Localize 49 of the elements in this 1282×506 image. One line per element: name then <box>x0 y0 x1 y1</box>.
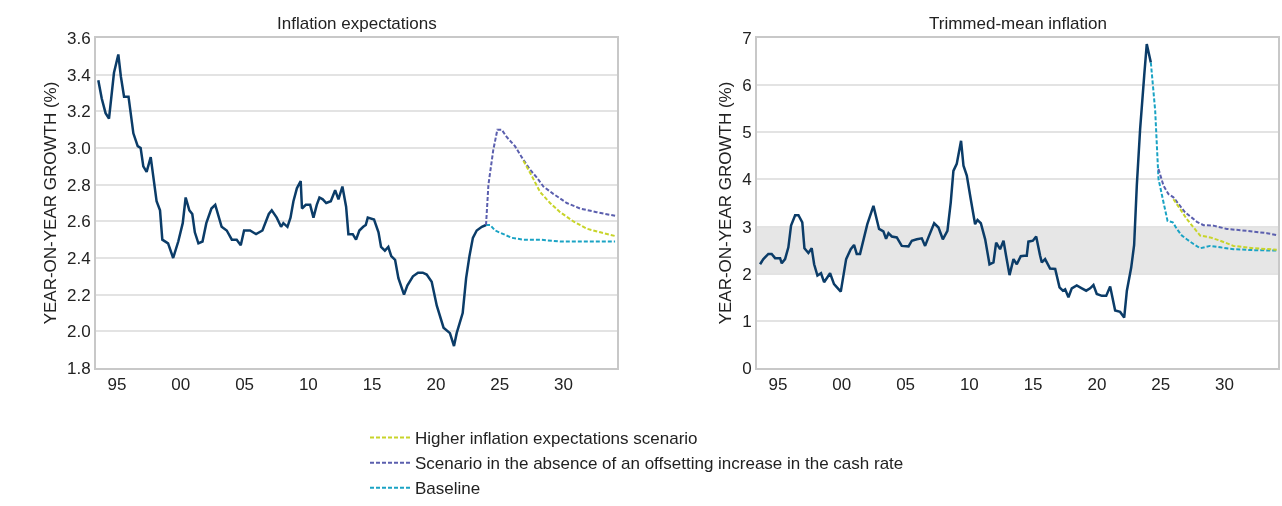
y-tick-label: 1.8 <box>66 358 91 378</box>
y-tick-label: 2.0 <box>66 322 91 342</box>
y-tick-label: 2.2 <box>66 285 91 305</box>
y-tick-label: 2.6 <box>66 212 91 232</box>
x-tick-label: 10 <box>959 375 979 395</box>
y-axis-title: YEAR-ON-YEAR GROWTH (%) <box>41 81 61 325</box>
y-tick-label: 4 <box>742 170 752 190</box>
x-tick-label: 15 <box>1023 375 1043 395</box>
legend-label: Higher inflation expectations scenario <box>415 429 698 449</box>
y-tick-label: 6 <box>742 76 752 96</box>
x-tick-label: 20 <box>1087 375 1107 395</box>
x-tick-label: 30 <box>1214 375 1234 395</box>
x-tick-label: 00 <box>171 375 191 395</box>
x-tick-label: 00 <box>832 375 852 395</box>
y-tick-label: 2 <box>742 264 752 284</box>
y-tick-label: 2.4 <box>66 248 91 268</box>
x-tick-label: 20 <box>426 375 446 395</box>
y-axis-title: YEAR-ON-YEAR GROWTH (%) <box>716 81 736 325</box>
line-series <box>485 224 617 243</box>
x-tick-label: 05 <box>235 375 255 395</box>
x-tick-label: 25 <box>1151 375 1171 395</box>
chart-title: Inflation expectations <box>277 14 437 33</box>
line-series <box>485 128 617 226</box>
line-series <box>1149 61 1278 252</box>
line-series <box>1172 198 1278 251</box>
line-series <box>97 53 488 348</box>
line-series <box>522 159 617 237</box>
x-tick-label: 30 <box>553 375 573 395</box>
x-tick-label: 95 <box>768 375 788 395</box>
y-tick-label: 3.6 <box>66 28 91 48</box>
y-tick-label: 1 <box>742 311 752 331</box>
y-tick-label: 3.0 <box>66 138 91 158</box>
chart-title: Trimmed-mean inflation <box>929 14 1107 33</box>
x-tick-label: 25 <box>490 375 510 395</box>
line-series <box>758 42 1153 319</box>
y-tick-label: 5 <box>742 123 752 143</box>
x-tick-label: 95 <box>107 375 127 395</box>
x-tick-label: 15 <box>362 375 382 395</box>
y-tick-label: 3.2 <box>66 102 91 122</box>
y-tick-label: 0 <box>742 358 752 378</box>
y-tick-label: 2.8 <box>66 175 91 195</box>
legend-label: Scenario in the absence of an offsetting increase in the cash rate <box>415 454 904 474</box>
legend-label: Baseline <box>415 479 481 499</box>
y-tick-label: 3.4 <box>66 65 91 85</box>
y-tick-label: 3 <box>742 217 752 237</box>
line-series <box>1157 168 1278 237</box>
x-tick-label: 05 <box>896 375 916 395</box>
y-tick-label: 7 <box>742 28 752 48</box>
x-tick-label: 10 <box>298 375 318 395</box>
